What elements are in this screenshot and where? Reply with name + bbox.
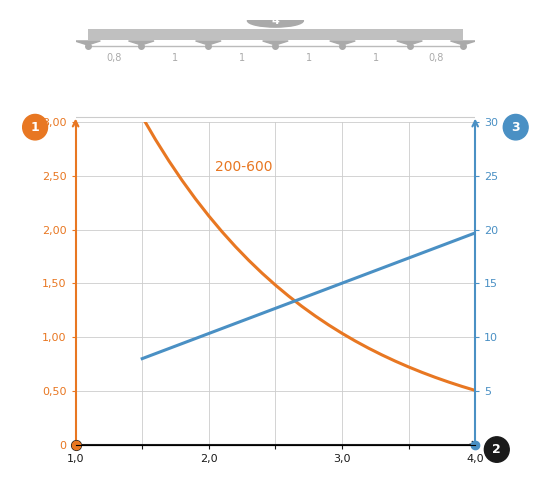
- Polygon shape: [262, 41, 288, 45]
- Text: 1: 1: [373, 53, 379, 63]
- Text: 0,8: 0,8: [107, 53, 122, 63]
- Polygon shape: [195, 41, 221, 45]
- Polygon shape: [397, 41, 422, 45]
- Text: 1: 1: [239, 53, 245, 63]
- Circle shape: [23, 115, 48, 140]
- Text: 1: 1: [172, 53, 178, 63]
- Text: 3: 3: [511, 121, 520, 134]
- Text: 0,8: 0,8: [429, 53, 444, 63]
- Polygon shape: [75, 41, 100, 45]
- Polygon shape: [129, 41, 154, 45]
- Text: 2: 2: [492, 443, 501, 456]
- Polygon shape: [450, 41, 476, 45]
- Circle shape: [503, 115, 528, 140]
- Text: 4: 4: [272, 16, 279, 26]
- Circle shape: [484, 437, 509, 462]
- Circle shape: [247, 14, 303, 27]
- Polygon shape: [330, 41, 355, 45]
- FancyBboxPatch shape: [87, 29, 463, 40]
- Text: 200-600: 200-600: [215, 160, 273, 173]
- Text: 1: 1: [306, 53, 312, 63]
- Text: 1: 1: [31, 121, 39, 134]
